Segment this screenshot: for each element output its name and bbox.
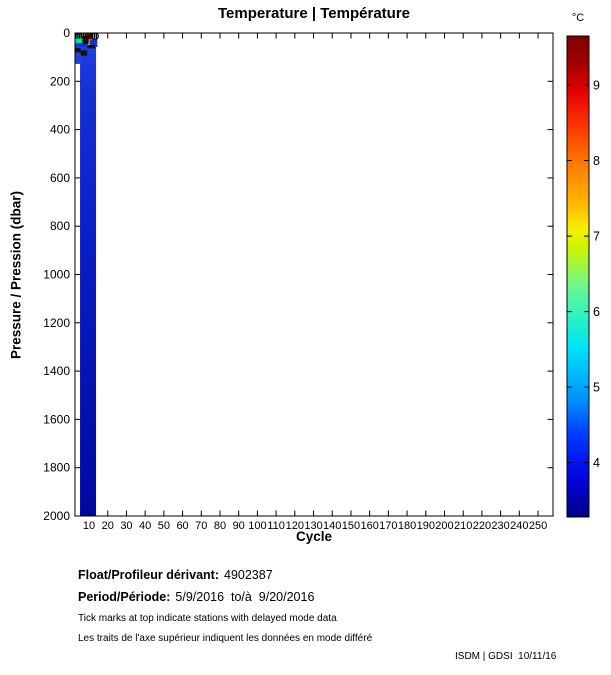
x-tick-label: 120 (286, 520, 304, 532)
x-tick-label: 190 (417, 520, 435, 532)
x-tick-label: 90 (233, 520, 245, 532)
y-tick-label: 2000 (43, 509, 70, 523)
x-tick-label: 230 (491, 520, 509, 532)
plot-border (74, 32, 554, 517)
footer-note-fr: Les traits de l'axe supérieur indiquent … (78, 633, 373, 644)
x-tick-label: 10 (83, 520, 95, 532)
colorbar-tick-label: 7 (593, 230, 600, 244)
x-tick-label: 240 (510, 520, 528, 532)
footer-float-line: Float/Profileur dérivant: 4902387 (78, 568, 273, 582)
chart-title: Temperature | Température (217, 5, 411, 22)
surface-patch (82, 35, 89, 45)
x-tick-label: 210 (454, 520, 472, 532)
data-band (80, 33, 97, 516)
surface-patch (80, 50, 88, 56)
x-tick-label: 30 (120, 520, 132, 532)
y-tick-label: 1200 (43, 316, 70, 330)
footer-note-en: Tick marks at top indicate stations with… (78, 613, 337, 624)
y-tick-label: 400 (50, 123, 70, 137)
colorbar-unit-label: °C (571, 12, 585, 24)
y-tick-label: 1600 (43, 412, 70, 426)
period-value: 5/9/2016 to/à 9/20/2016 (175, 590, 315, 604)
x-tick-label: 220 (473, 520, 491, 532)
x-tick-label: 60 (176, 520, 188, 532)
x-tick-label: 130 (304, 520, 322, 532)
float-label: Float/Profileur dérivant: (78, 568, 219, 582)
y-tick-label: 600 (50, 171, 70, 185)
colorbar-tick-label: 8 (593, 154, 600, 168)
x-tick-label: 250 (529, 520, 547, 532)
surface-patch (78, 36, 85, 43)
credit-text: ISDM | GDSI 10/11/16 (455, 651, 557, 662)
y-tick-label: 1400 (43, 364, 70, 378)
x-tick-label: 100 (248, 520, 266, 532)
x-tick-label: 160 (360, 520, 378, 532)
x-tick-label: 180 (398, 520, 416, 532)
x-axis-label: Cycle (295, 529, 333, 544)
x-tick-label: 170 (379, 520, 397, 532)
y-tick-label: 1000 (43, 268, 70, 282)
x-tick-label: 110 (267, 520, 285, 532)
float-value: 4902387 (224, 568, 273, 582)
colorbar-tick-label: 5 (593, 381, 600, 395)
x-tick-label: 140 (323, 520, 341, 532)
colorbar-tick-label: 9 (593, 79, 600, 93)
surface-patch (87, 45, 96, 49)
y-tick-label: 800 (50, 219, 70, 233)
period-label: Period/Période: (78, 590, 171, 604)
x-tick-label: 200 (435, 520, 453, 532)
x-tick-label: 40 (139, 520, 151, 532)
x-tick-label: 70 (195, 520, 207, 532)
y-tick-label: 1800 (43, 461, 70, 475)
colorbar-tick-label: 4 (593, 456, 600, 470)
colorbar (566, 35, 590, 518)
x-tick-label: 20 (102, 520, 114, 532)
footer-period-line: Period/Période: 5/9/2016 to/à 9/20/2016 (78, 590, 314, 604)
y-tick-label: 0 (63, 26, 70, 40)
surface-patch (75, 47, 81, 53)
y-tick-label: 200 (50, 74, 70, 88)
x-tick-label: 150 (342, 520, 360, 532)
colorbar-tick-label: 6 (593, 305, 600, 319)
y-axis-label: Pressure / Pression (dbar) (8, 190, 24, 360)
x-tick-label: 80 (214, 520, 226, 532)
x-tick-label: 50 (158, 520, 170, 532)
